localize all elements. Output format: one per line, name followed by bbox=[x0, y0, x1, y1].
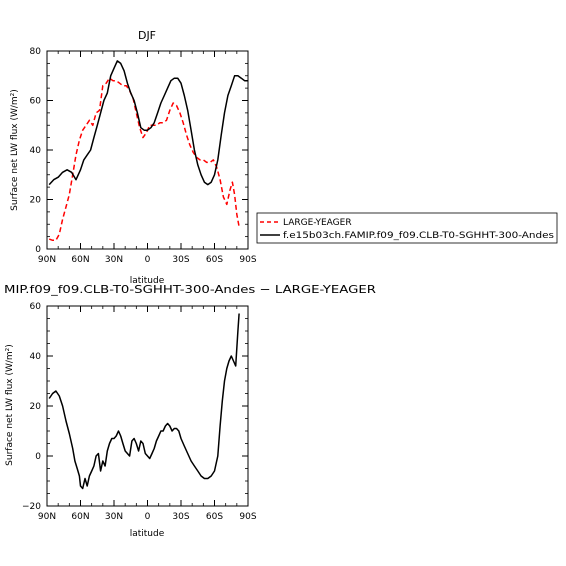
bottom-plot-frame bbox=[46, 305, 249, 507]
top-plot-area bbox=[48, 60, 248, 242]
top-x-tick-label: 60S bbox=[206, 255, 223, 265]
bottom-x-tick-label: 60S bbox=[206, 512, 223, 522]
top-x-tick-label: 90N bbox=[38, 255, 56, 265]
bottom-x-tick-label: 90N bbox=[38, 512, 56, 522]
top-y-axis-label: Surface net LW flux (W/m²) bbox=[10, 89, 20, 211]
top-chart-title: DJF bbox=[138, 29, 156, 42]
top-x-tick-label: 30N bbox=[105, 255, 123, 265]
bottom-x-tick-label: 30N bbox=[105, 512, 123, 522]
top-y-tick-label: 80 bbox=[30, 47, 42, 57]
bottom-chart-title: MIP.f09_f09.CLB-T0-SGHHT-300-Andes − LAR… bbox=[4, 283, 376, 296]
bottom-y-tick-label: 40 bbox=[30, 352, 42, 362]
bottom-y-tick-label: 20 bbox=[30, 402, 42, 412]
top-y-tick-label: 20 bbox=[30, 196, 42, 206]
top-x-axis: 90N 60N 30N 0 30S 60S 90S bbox=[38, 51, 257, 265]
bottom-x-tick-label: 90S bbox=[239, 512, 256, 522]
bottom-panel: MIP.f09_f09.CLB-T0-SGHHT-300-Andes − LAR… bbox=[4, 283, 376, 539]
bottom-y-tick-label: 60 bbox=[30, 302, 42, 312]
bottom-x-tick-label: 60N bbox=[71, 512, 89, 522]
top-x-axis-label: latitude bbox=[130, 276, 165, 286]
legend-box bbox=[256, 212, 558, 244]
bottom-plot-area bbox=[48, 313, 240, 490]
top-y-tick-label: 40 bbox=[30, 146, 42, 156]
top-series-line-2 bbox=[48, 60, 248, 186]
top-panel: DJF 90N 60N 30N 0 30S 60S 90S 0 20 40 60 80 latitu… bbox=[10, 29, 257, 286]
top-x-tick-label: 60N bbox=[71, 255, 89, 265]
top-x-tick-label: 90S bbox=[239, 255, 256, 265]
top-y-tick-label: 60 bbox=[30, 97, 42, 107]
bottom-x-axis-label: latitude bbox=[130, 529, 165, 539]
bottom-x-tick-label: 0 bbox=[145, 512, 151, 522]
top-series-line-1 bbox=[48, 77, 240, 242]
bottom-series-line-1 bbox=[48, 313, 240, 490]
bottom-y-tick-label: 0 bbox=[35, 452, 41, 462]
bottom-x-tick-label: 30S bbox=[172, 512, 189, 522]
legend-label-large-yeager: LARGE-YEAGER bbox=[283, 218, 352, 228]
top-x-tick-label: 0 bbox=[145, 255, 151, 265]
bottom-y-axis: −20 0 20 40 60 bbox=[22, 302, 248, 512]
top-y-tick-label: 0 bbox=[35, 245, 41, 255]
top-x-tick-label: 30S bbox=[172, 255, 189, 265]
bottom-x-axis: 90N 60N 30N 0 30S 60S 90S bbox=[38, 306, 257, 522]
bottom-y-tick-label: −20 bbox=[22, 502, 41, 512]
top-y-axis: 0 20 40 60 80 bbox=[30, 47, 248, 255]
bottom-y-axis-label: Surface net LW flux (W/m²) bbox=[5, 344, 15, 466]
legend-label-andes: f.e15b03ch.FAMIP.f09_f09.CLB-T0-SGHHT-30… bbox=[283, 231, 554, 241]
legend: LARGE-YEAGER f.e15b03ch.FAMIP.f09_f09.CL… bbox=[256, 212, 558, 244]
